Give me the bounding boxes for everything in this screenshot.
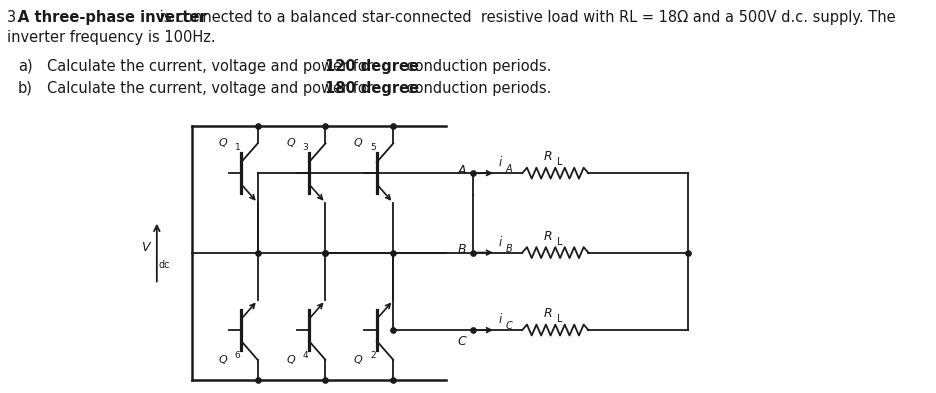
Text: 5: 5	[370, 143, 376, 152]
Text: b): b)	[18, 81, 33, 96]
Text: dc: dc	[158, 259, 170, 270]
Text: Q: Q	[354, 355, 362, 365]
Text: Calculate the current, voltage and power for: Calculate the current, voltage and power…	[47, 81, 377, 96]
Text: Q: Q	[286, 138, 295, 148]
Text: 4: 4	[302, 351, 308, 360]
Text: $i$: $i$	[498, 312, 504, 326]
Text: 6: 6	[235, 351, 241, 360]
Text: Calculate the current, voltage and power for: Calculate the current, voltage and power…	[47, 59, 377, 74]
Text: C: C	[505, 321, 513, 331]
Text: $V$: $V$	[140, 241, 152, 254]
Text: $i$: $i$	[498, 155, 504, 169]
Text: Q: Q	[354, 138, 362, 148]
Text: $R$: $R$	[543, 150, 552, 163]
Text: A three-phase inverter: A three-phase inverter	[18, 10, 207, 25]
Text: Q: Q	[218, 355, 227, 365]
Text: 120 degree: 120 degree	[325, 59, 418, 74]
Text: 2: 2	[370, 351, 375, 360]
Text: C: C	[458, 336, 466, 349]
Text: L: L	[557, 314, 563, 324]
Text: $R$: $R$	[543, 307, 552, 320]
Text: $R$: $R$	[543, 230, 552, 242]
Text: conduction periods.: conduction periods.	[402, 81, 551, 96]
Text: 3.: 3.	[7, 10, 25, 25]
Text: inverter frequency is 100Hz.: inverter frequency is 100Hz.	[7, 30, 216, 45]
Text: 1: 1	[235, 143, 241, 152]
Text: 3: 3	[302, 143, 308, 152]
Text: a): a)	[18, 59, 33, 74]
Text: conduction periods.: conduction periods.	[402, 59, 551, 74]
Text: Q: Q	[218, 138, 227, 148]
Text: A: A	[505, 164, 512, 174]
Text: L: L	[557, 157, 563, 167]
Text: L: L	[557, 237, 563, 247]
Text: $i$: $i$	[498, 235, 504, 249]
Text: 180 degree: 180 degree	[325, 81, 418, 96]
Text: A: A	[458, 164, 466, 177]
Text: is connected to a balanced star-connected  resistive load with RL = 18Ω and a 50: is connected to a balanced star-connecte…	[155, 10, 896, 25]
Text: B: B	[505, 244, 513, 253]
Text: Q: Q	[286, 355, 295, 365]
Text: B: B	[458, 243, 466, 256]
